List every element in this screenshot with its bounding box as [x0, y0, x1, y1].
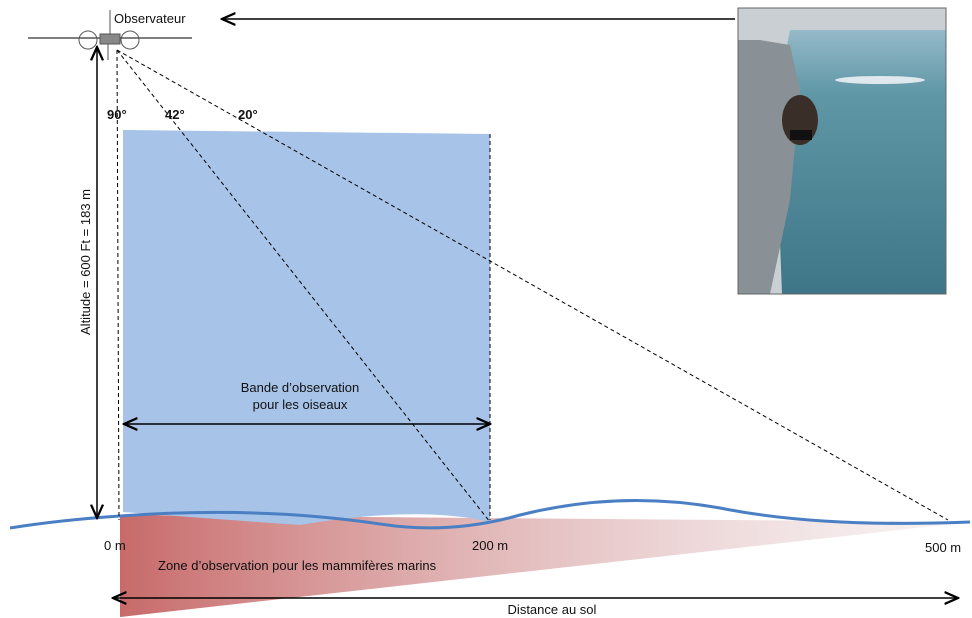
ground-distance-label: Distance au sol	[508, 602, 597, 617]
altitude-label: Altitude = 600 Ft = 183 m	[78, 189, 93, 335]
angle-label: 42°	[165, 107, 185, 122]
bird-band-area	[123, 130, 490, 525]
angle-label: 20°	[238, 107, 258, 122]
observer-label: Observateur	[114, 11, 186, 26]
distance-label: 200 m	[472, 538, 508, 553]
bird-band-label: Bande d’observation	[241, 380, 360, 395]
bird-band-label: pour les oiseaux	[253, 397, 348, 412]
observer-photo	[738, 8, 946, 294]
distance-label: 500 m	[925, 540, 961, 555]
mammal-zone-label: Zone d’observation pour les mammifères m…	[158, 558, 437, 573]
angle-label: 90°	[107, 107, 127, 122]
diagram: Observateur 90° 42° 20° Altitude = 600 F…	[0, 0, 972, 618]
distance-label: 0 m	[104, 538, 126, 553]
